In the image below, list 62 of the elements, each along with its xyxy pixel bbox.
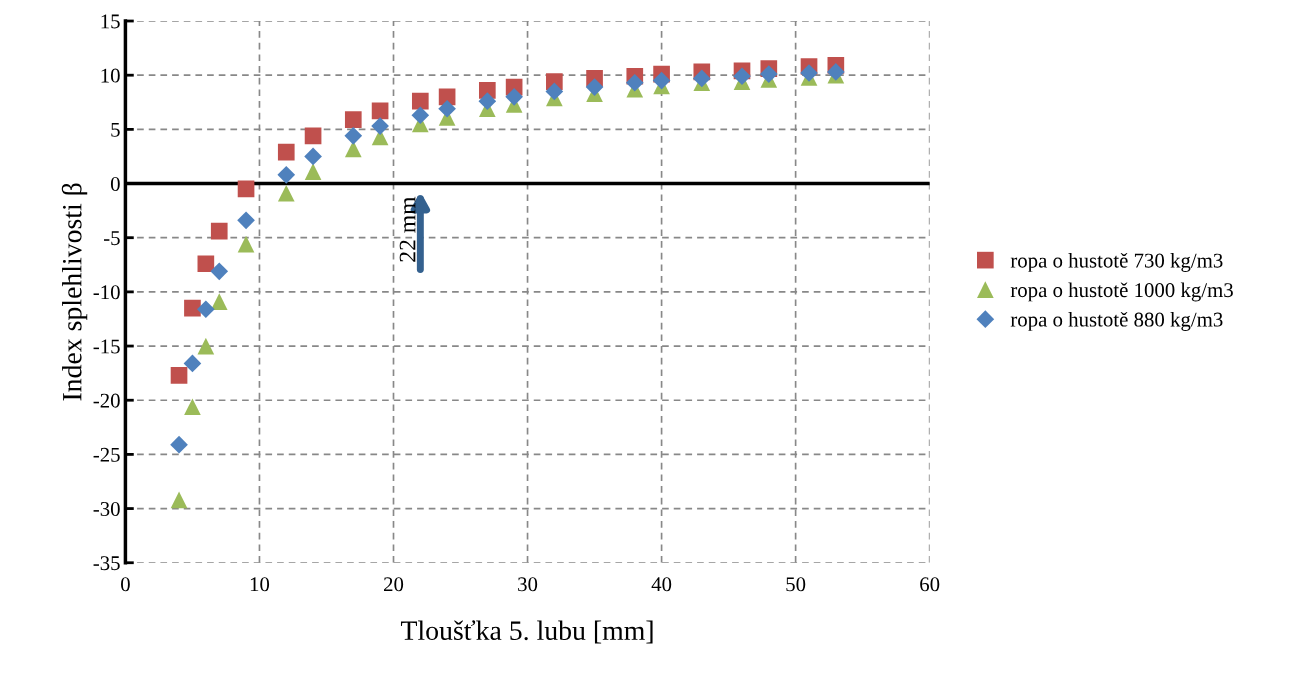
point (184, 398, 201, 416)
annotation: 22 mm (399, 196, 416, 262)
point (304, 127, 322, 145)
point (411, 92, 429, 110)
point (625, 73, 644, 92)
x-axis-title: Tloušťka 5. lubu [mm] (400, 620, 653, 644)
legend-label: ropa o hustotě 880 kg/m3 (1010, 311, 1223, 331)
point (344, 127, 363, 145)
point (197, 255, 215, 273)
point (733, 67, 751, 86)
point (197, 337, 215, 355)
point (210, 222, 228, 240)
y-tick-label: 0 (110, 176, 120, 191)
point (197, 300, 215, 319)
y-tick-label: -15 (93, 339, 120, 354)
point (277, 184, 295, 202)
point (170, 435, 188, 454)
y-tick-label: 15 (101, 14, 120, 29)
point (277, 143, 295, 161)
point (237, 235, 255, 253)
point (210, 293, 228, 310)
y-tick-label: -10 (93, 285, 120, 300)
y-tick-label: 5 (111, 122, 120, 137)
point (170, 366, 188, 384)
legend-label: ropa o hustotě 730 kg/m3 (1010, 252, 1223, 272)
point (692, 69, 711, 88)
point (170, 491, 188, 509)
point (183, 354, 202, 373)
point (545, 82, 564, 101)
x-tick-label: 40 (651, 577, 672, 592)
legend-label: ropa o hustotě 1000 kg/m3 (1010, 282, 1233, 302)
point (478, 92, 497, 111)
point (800, 64, 818, 82)
point (304, 147, 322, 166)
y-tick-label: -20 (93, 393, 120, 408)
x-tick-label: 60 (920, 577, 940, 592)
x-tick-label: 0 (121, 577, 130, 592)
y-tick-label: -35 (93, 556, 120, 571)
point (585, 78, 604, 96)
x-tick-label: 30 (518, 577, 538, 592)
point (344, 111, 362, 128)
point (210, 262, 229, 281)
point (438, 99, 456, 118)
point (277, 166, 296, 184)
y-tick-label: 10 (101, 68, 120, 83)
point (371, 117, 389, 135)
y-tick-label: -25 (93, 447, 120, 462)
point (371, 102, 389, 120)
point (411, 106, 430, 125)
y-tick-label: -30 (93, 501, 120, 516)
point (237, 211, 255, 230)
point (505, 88, 523, 106)
x-tick-label: 20 (384, 577, 404, 592)
y-axis-title: Index splehlivosti β (61, 183, 88, 401)
x-tick-label: 50 (786, 577, 806, 592)
point (759, 65, 778, 83)
x-tick-label: 10 (250, 577, 270, 592)
point (237, 180, 255, 198)
point (184, 299, 201, 317)
point (304, 163, 322, 180)
point (652, 71, 671, 90)
y-tick-label: -5 (103, 231, 120, 246)
